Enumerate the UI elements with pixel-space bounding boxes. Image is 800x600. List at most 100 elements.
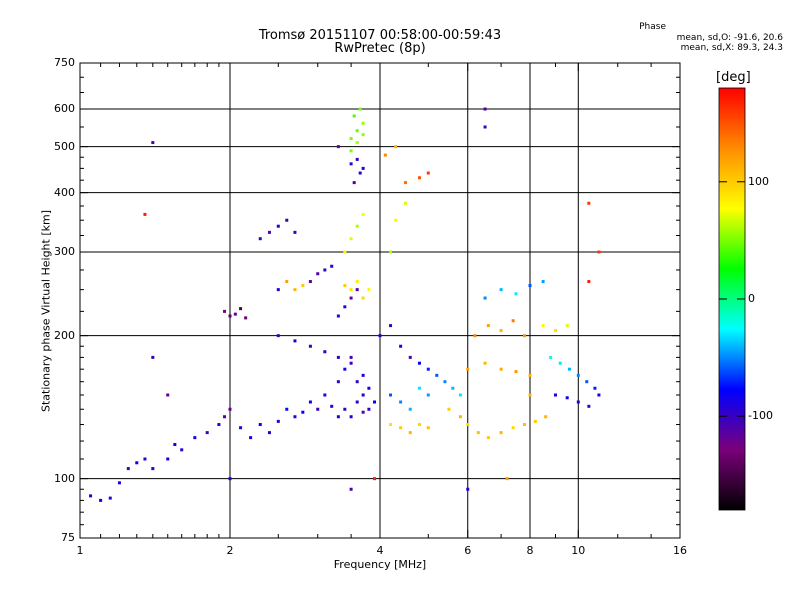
data-point xyxy=(511,426,515,430)
data-point xyxy=(426,426,430,430)
data-point xyxy=(361,121,365,125)
data-point xyxy=(466,367,470,371)
data-point xyxy=(417,386,421,390)
x-axis-label: Frequency [MHz] xyxy=(333,558,427,571)
chart-title: Tromsø 20151107 00:58:00-00:59:43 xyxy=(258,28,502,43)
data-point xyxy=(293,339,297,343)
data-point xyxy=(308,400,312,404)
data-point xyxy=(166,457,170,461)
data-point xyxy=(99,498,103,502)
data-point xyxy=(258,423,262,427)
data-point xyxy=(523,334,527,338)
data-point xyxy=(173,443,177,447)
colorbar-ticks xyxy=(719,181,745,417)
data-point xyxy=(505,477,509,481)
data-point xyxy=(514,292,518,296)
data-point xyxy=(408,407,412,411)
data-point xyxy=(361,212,365,216)
data-point xyxy=(565,396,569,400)
x-tick-label: 16 xyxy=(673,544,687,557)
x-tick-label: 4 xyxy=(376,544,384,557)
data-point xyxy=(361,133,365,137)
data-point xyxy=(528,393,532,397)
data-point xyxy=(389,393,393,397)
data-point xyxy=(399,400,403,404)
data-point xyxy=(593,386,597,390)
x-tick-label: 6 xyxy=(464,544,472,557)
data-point xyxy=(367,288,371,292)
data-point xyxy=(143,457,147,461)
data-point xyxy=(361,393,365,397)
data-point xyxy=(361,410,365,414)
data-point xyxy=(258,237,262,241)
data-point xyxy=(151,355,155,359)
data-point xyxy=(576,373,580,377)
data-point xyxy=(349,355,353,359)
data-point xyxy=(267,431,271,435)
data-point xyxy=(426,367,430,371)
data-point xyxy=(394,218,398,222)
data-point xyxy=(565,324,569,328)
data-point xyxy=(373,477,377,481)
data-point xyxy=(349,487,353,491)
data-point xyxy=(336,145,340,149)
data-point xyxy=(417,361,421,365)
data-point xyxy=(343,367,347,371)
data-point xyxy=(343,250,347,254)
x-tick-label: 8 xyxy=(526,544,534,557)
data-point xyxy=(378,334,382,338)
data-point xyxy=(352,181,356,185)
data-point xyxy=(417,423,421,427)
data-point xyxy=(426,393,430,397)
data-point xyxy=(499,431,503,435)
data-point xyxy=(316,407,320,411)
data-point xyxy=(355,280,359,284)
data-point xyxy=(466,487,470,491)
data-point xyxy=(499,329,503,333)
colorbar-tick-label: 0 xyxy=(748,292,755,305)
data-point xyxy=(108,496,112,500)
data-point xyxy=(417,176,421,180)
data-point xyxy=(349,137,353,141)
data-point xyxy=(358,107,362,111)
data-points xyxy=(89,107,601,502)
y-tick-label: 500 xyxy=(54,139,75,153)
data-point xyxy=(217,423,221,427)
data-point xyxy=(443,380,447,384)
data-point xyxy=(483,296,487,300)
data-point xyxy=(373,400,377,404)
data-point xyxy=(585,380,589,384)
data-point xyxy=(558,361,562,365)
data-point xyxy=(587,201,591,205)
data-point xyxy=(343,305,347,309)
data-point xyxy=(399,426,403,430)
data-point xyxy=(389,324,393,328)
colorbar-unit: [deg] xyxy=(716,70,751,85)
data-point xyxy=(276,288,280,292)
data-point xyxy=(541,324,545,328)
data-point xyxy=(408,431,412,435)
data-point xyxy=(336,314,340,318)
x-tick-label: 1 xyxy=(76,544,84,557)
data-point xyxy=(117,481,121,485)
phase-stats-o: mean, sd,O: -91.6, 20.6 xyxy=(676,33,783,43)
data-point xyxy=(435,373,439,377)
data-point xyxy=(285,218,289,222)
data-point xyxy=(355,224,359,228)
data-point xyxy=(361,166,365,170)
y-tick-label: 100 xyxy=(54,471,75,485)
data-point xyxy=(514,370,518,374)
data-point xyxy=(483,125,487,129)
data-point xyxy=(355,400,359,404)
data-point xyxy=(523,423,527,427)
data-point xyxy=(587,404,591,408)
data-point xyxy=(549,355,553,359)
colorbar-tick-label: 100 xyxy=(748,174,769,188)
data-point xyxy=(399,344,403,348)
y-tick-label: 400 xyxy=(54,185,75,199)
data-point xyxy=(285,407,289,411)
data-point xyxy=(528,373,532,377)
data-point xyxy=(576,400,580,404)
data-point xyxy=(336,380,340,384)
